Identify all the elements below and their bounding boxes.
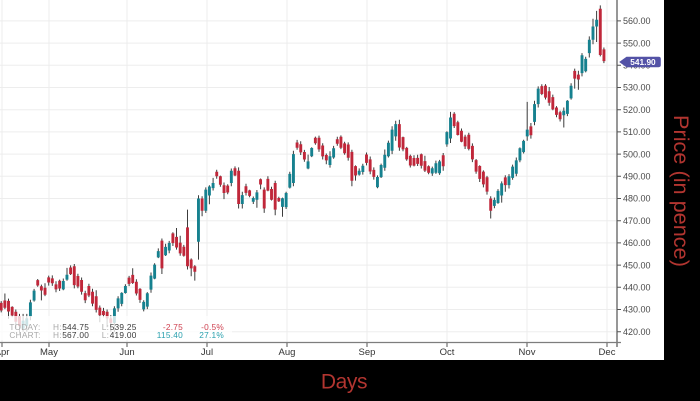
- svg-text:L:: L:: [102, 330, 109, 340]
- svg-text:539.25: 539.25: [110, 322, 137, 332]
- svg-text:Aug: Aug: [279, 347, 296, 358]
- svg-text:419.00: 419.00: [110, 330, 137, 340]
- svg-text:Sep: Sep: [359, 347, 376, 358]
- svg-text:H:: H:: [53, 330, 62, 340]
- svg-text:115.40: 115.40: [157, 330, 183, 340]
- svg-text:470.00: 470.00: [623, 216, 651, 226]
- svg-text:430.00: 430.00: [623, 305, 651, 315]
- svg-text:500.00: 500.00: [623, 149, 651, 159]
- svg-text:L:: L:: [102, 322, 109, 332]
- svg-text:420.00: 420.00: [623, 327, 651, 337]
- svg-text:27.1%: 27.1%: [199, 330, 224, 340]
- svg-text:H:: H:: [53, 322, 62, 332]
- svg-text:TODAY:: TODAY:: [9, 322, 40, 332]
- svg-text:490.00: 490.00: [623, 172, 651, 182]
- svg-text:520.00: 520.00: [623, 105, 651, 115]
- svg-text:Apr: Apr: [0, 347, 9, 358]
- svg-text:480.00: 480.00: [623, 194, 651, 204]
- svg-text:530.00: 530.00: [623, 83, 651, 93]
- svg-text:567.00: 567.00: [62, 330, 89, 340]
- svg-text:450.00: 450.00: [623, 260, 651, 270]
- svg-text:-0.5%: -0.5%: [201, 322, 224, 332]
- svg-text:Jul: Jul: [201, 347, 213, 358]
- svg-text:May: May: [40, 347, 58, 358]
- svg-text:-2.75: -2.75: [163, 322, 183, 332]
- svg-text:544.75: 544.75: [62, 322, 89, 332]
- svg-text:460.00: 460.00: [623, 238, 651, 248]
- svg-text:Dec: Dec: [599, 347, 616, 358]
- svg-text:Price (in pence): Price (in pence): [669, 115, 694, 267]
- svg-text:560.00: 560.00: [623, 16, 651, 26]
- svg-text:CHART:: CHART:: [9, 330, 40, 340]
- svg-text:Oct: Oct: [440, 347, 455, 358]
- svg-text:Days: Days: [321, 370, 367, 393]
- svg-text:440.00: 440.00: [623, 283, 651, 293]
- svg-text:510.00: 510.00: [623, 127, 651, 137]
- svg-text:541.90: 541.90: [630, 57, 656, 67]
- svg-text:Jun: Jun: [119, 347, 134, 358]
- svg-text:Nov: Nov: [519, 347, 536, 358]
- svg-text:550.00: 550.00: [623, 38, 651, 48]
